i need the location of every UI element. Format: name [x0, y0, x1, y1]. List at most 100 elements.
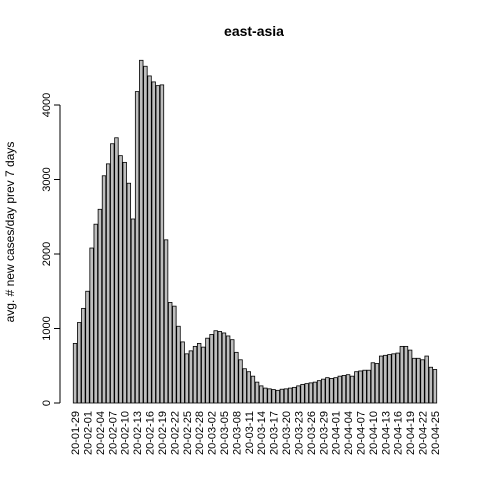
x-tick-label-20-04-13: 20-04-13: [380, 411, 392, 455]
bar-20-04-24: [429, 367, 433, 403]
x-tick-label-20-02-16: 20-02-16: [145, 411, 157, 455]
bar-20-02-05: [102, 176, 106, 403]
x-tick-label-20-04-16: 20-04-16: [393, 411, 405, 455]
x-tick-label-20-03-17: 20-03-17: [269, 411, 281, 455]
bar-20-01-30: [77, 323, 81, 403]
y-tick-label-3000: 3000: [41, 167, 53, 191]
bar-20-04-18: [404, 346, 408, 403]
bar-20-02-02: [90, 248, 94, 403]
x-tick-label-20-01-29: 20-01-29: [70, 411, 82, 455]
bar-20-02-09: [119, 156, 123, 403]
bar-20-04-09: [367, 370, 371, 403]
bar-20-04-17: [400, 346, 404, 403]
bar-20-03-22: [293, 387, 297, 403]
bar-20-04-11: [375, 364, 379, 403]
bar-20-03-15: [264, 388, 268, 403]
bar-20-02-17: [152, 82, 156, 403]
bar-20-04-22: [421, 360, 425, 403]
bar-20-02-18: [156, 86, 160, 403]
bar-20-04-12: [379, 356, 383, 403]
bar-20-03-10: [243, 369, 247, 403]
bar-20-02-15: [144, 66, 148, 403]
x-tick-label-20-02-19: 20-02-19: [157, 411, 169, 455]
x-tick-label-20-04-07: 20-04-07: [355, 411, 367, 455]
bar-20-03-27: [313, 382, 317, 403]
bar-20-02-04: [98, 209, 102, 403]
bar-20-02-20: [164, 240, 168, 403]
bar-20-03-06: [226, 336, 230, 403]
bar-20-03-31: [330, 378, 334, 403]
bar-20-03-14: [259, 386, 263, 403]
bar-20-03-23: [297, 386, 301, 403]
bar-20-02-16: [148, 76, 152, 403]
bar-20-01-31: [82, 308, 86, 403]
chart-title: east-asia: [224, 23, 284, 39]
bar-20-03-29: [321, 379, 325, 403]
bar-20-04-23: [425, 356, 429, 403]
bar-20-01-29: [73, 343, 77, 403]
bar-20-03-07: [230, 340, 234, 403]
bar-20-03-03: [214, 331, 218, 403]
y-tick-label-1000: 1000: [41, 316, 53, 340]
bar-20-04-10: [371, 363, 375, 403]
bar-20-03-08: [235, 352, 239, 403]
bar-20-02-01: [86, 291, 90, 403]
bar-20-02-14: [139, 60, 143, 403]
x-tick-label-20-04-04: 20-04-04: [343, 411, 355, 455]
bar-20-04-13: [384, 355, 388, 403]
bar-20-03-24: [301, 384, 305, 403]
x-tick-label-20-03-02: 20-03-02: [207, 411, 219, 455]
x-tick-label-20-02-28: 20-02-28: [194, 411, 206, 455]
bar-20-02-24: [181, 342, 185, 403]
x-tick-label-20-02-25: 20-02-25: [182, 411, 194, 455]
bar-20-02-27: [193, 346, 197, 403]
x-tick-label-20-04-10: 20-04-10: [368, 411, 380, 455]
bar-20-04-20: [412, 358, 416, 403]
bar-20-03-18: [276, 390, 280, 403]
bar-20-03-02: [210, 334, 214, 403]
bar-20-03-11: [247, 372, 251, 403]
bar-20-03-16: [268, 389, 272, 403]
bar-20-03-26: [309, 383, 313, 403]
y-tick-label-4000: 4000: [41, 93, 53, 117]
bar-20-03-17: [272, 390, 276, 403]
bar-20-02-10: [123, 162, 127, 403]
bar-20-04-05: [350, 376, 354, 403]
bars-group: [73, 60, 436, 403]
y-tick-label-0: 0: [41, 400, 53, 406]
bar-20-02-13: [135, 92, 139, 403]
bar-20-02-25: [185, 354, 189, 403]
bar-20-03-12: [251, 376, 255, 403]
x-tick-label-20-03-23: 20-03-23: [293, 411, 305, 455]
bar-20-03-28: [317, 381, 321, 403]
bar-20-02-03: [94, 224, 98, 403]
bar-20-03-21: [288, 388, 292, 403]
x-tick-label-20-04-01: 20-04-01: [331, 411, 343, 455]
x-tick-label-20-04-25: 20-04-25: [430, 411, 442, 455]
x-tick-label-20-02-10: 20-02-10: [120, 411, 132, 455]
x-tick-label-20-02-07: 20-02-07: [107, 411, 119, 455]
bar-20-04-04: [346, 375, 350, 403]
bar-20-02-07: [111, 144, 115, 403]
x-tick-label-20-03-11: 20-03-11: [244, 411, 256, 454]
bar-20-04-16: [396, 353, 400, 403]
x-axis: 20-01-29 20-02-01 20-02-04 20-02-07 20-02-10…: [70, 411, 442, 455]
x-tick-label-20-02-01: 20-02-01: [82, 411, 94, 455]
bar-20-04-03: [342, 375, 346, 403]
bar-20-02-11: [127, 183, 131, 403]
bar-20-04-02: [338, 376, 342, 403]
x-tick-label-20-02-04: 20-02-04: [95, 411, 107, 455]
bar-20-04-08: [363, 370, 367, 403]
y-axis-label: avg. # new cases/day prev 7 days: [3, 142, 17, 323]
x-tick-label-20-03-14: 20-03-14: [256, 411, 268, 455]
bar-20-03-04: [218, 331, 222, 403]
bar-20-04-01: [334, 378, 338, 403]
bar-20-03-05: [222, 333, 226, 403]
bar-20-02-19: [160, 85, 164, 403]
x-tick-label-20-03-08: 20-03-08: [231, 411, 243, 455]
bar-20-03-01: [206, 338, 210, 403]
bar-20-03-25: [305, 384, 309, 403]
bar-20-03-13: [255, 382, 259, 403]
bar-20-04-06: [355, 372, 359, 403]
bar-20-04-14: [388, 355, 392, 403]
